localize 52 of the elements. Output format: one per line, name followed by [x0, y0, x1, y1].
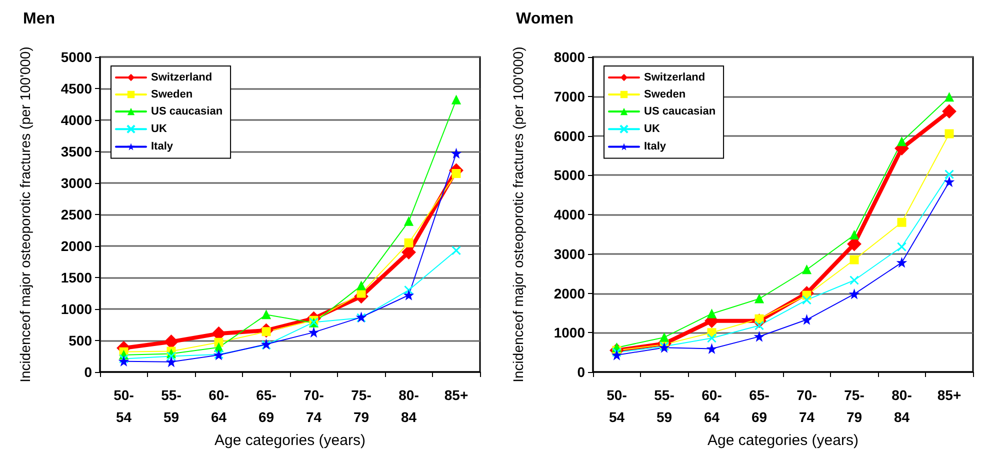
legend-label: Italy — [644, 140, 667, 153]
legend-label: Italy — [151, 140, 174, 153]
legend-label: UK — [151, 123, 167, 136]
x-tick-label: 75-79 — [351, 387, 372, 425]
x-tick-label: 85+ — [937, 387, 962, 403]
x-tick-label: 65-69 — [749, 387, 770, 425]
y-tick-label: 4000 — [60, 112, 92, 128]
y-tick-label: 7000 — [554, 88, 586, 104]
legend-label: UK — [644, 123, 660, 136]
x-axis-title: Age categories (years) — [708, 432, 858, 449]
y-tick-label: 6000 — [554, 128, 586, 144]
y-tick-label: 1000 — [554, 324, 586, 341]
x-tick-label: 80-84 — [892, 387, 912, 425]
y-tick-label: 3000 — [60, 175, 92, 191]
y-tick-label: 3000 — [554, 246, 586, 262]
y-tick-label: 4000 — [554, 206, 586, 222]
y-tick-label: 1500 — [60, 270, 92, 286]
x-tick-label: 55-59 — [654, 387, 675, 425]
legend-label: US caucasian — [644, 106, 716, 118]
legend-label: Sweden — [644, 88, 686, 100]
y-tick-label: 500 — [68, 332, 92, 348]
x-tick-label: 85+ — [444, 387, 468, 403]
y-axis-title: Incidenceof major osteoporotic fractures (per 100'000) — [17, 46, 33, 382]
x-tick-label: 60-64 — [702, 387, 722, 425]
y-tick-label: 2500 — [60, 206, 92, 222]
y-tick-label: 2000 — [60, 238, 92, 254]
legend-label: Switzerland — [151, 72, 212, 84]
chart-title: Men — [23, 10, 55, 28]
x-tick-label: 50-54 — [606, 387, 628, 425]
x-tick-label: 65-69 — [256, 387, 277, 425]
x-tick-label: 55-59 — [161, 387, 182, 425]
legend-label: Switzerland — [644, 72, 706, 84]
x-tick-label: 60-64 — [208, 387, 230, 425]
y-tick-label: 0 — [84, 364, 92, 380]
y-tick-label: 8000 — [554, 49, 586, 65]
y-tick-label: 3500 — [60, 144, 92, 160]
y-tick-label: 5000 — [554, 167, 586, 184]
y-tick-label: 5000 — [60, 49, 92, 65]
y-tick-label: 1000 — [60, 301, 92, 317]
y-axis-title: Incidenceof major osteoporotic fractures (per 100'000) — [510, 46, 526, 382]
chart-title: Women — [516, 10, 574, 28]
legend-label: US caucasian — [151, 106, 223, 118]
x-tick-label: 50-54 — [114, 387, 134, 425]
y-tick-label: 0 — [577, 364, 586, 380]
x-tick-label: 70-74 — [796, 387, 818, 425]
y-tick-label: 4500 — [60, 80, 92, 96]
x-tick-label: 80-84 — [398, 387, 420, 425]
x-tick-label: 70-74 — [304, 387, 324, 425]
x-axis-title: Age categories (years) — [214, 432, 366, 449]
legend-label: Sweden — [151, 88, 193, 100]
y-tick-label: 2000 — [554, 285, 586, 302]
x-tick-label: 75-79 — [844, 387, 865, 425]
